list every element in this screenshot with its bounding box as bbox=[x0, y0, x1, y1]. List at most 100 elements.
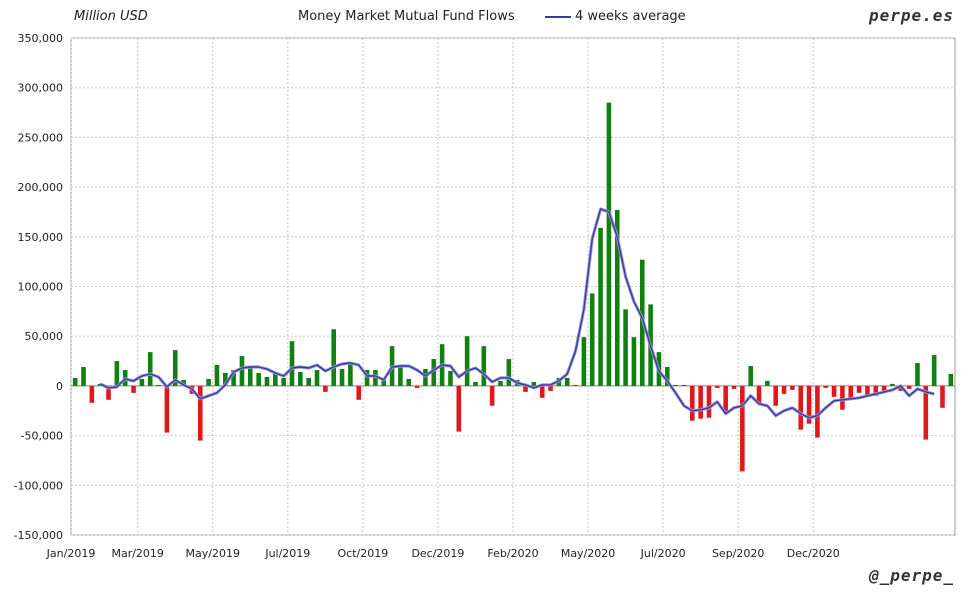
flow-bar bbox=[481, 346, 487, 386]
x-tick-label: Oct/2019 bbox=[338, 547, 389, 560]
flow-bar bbox=[815, 385, 820, 438]
flow-bar bbox=[464, 336, 470, 386]
flow-bar bbox=[881, 385, 887, 392]
flow-bar bbox=[72, 377, 78, 386]
flow-bar bbox=[256, 372, 261, 386]
flow-bar bbox=[314, 369, 320, 386]
flow-bar bbox=[589, 293, 595, 386]
flow-bar bbox=[414, 385, 420, 388]
flow-bar bbox=[631, 337, 637, 386]
flow-bar bbox=[181, 379, 186, 386]
x-tick-label: Dec/2019 bbox=[411, 547, 464, 560]
flow-bar bbox=[172, 350, 178, 386]
flow-bar bbox=[231, 369, 236, 386]
y-tick-label: -100,000 bbox=[14, 479, 63, 492]
flow-bar bbox=[623, 309, 628, 386]
flow-bar bbox=[431, 359, 437, 386]
flow-bar bbox=[548, 385, 553, 391]
flow-bar bbox=[856, 385, 862, 393]
flow-bar bbox=[106, 385, 111, 400]
flow-bar bbox=[506, 359, 512, 386]
y-tick-label: 250,000 bbox=[18, 131, 64, 144]
flow-bar bbox=[331, 329, 336, 386]
flow-bar bbox=[531, 381, 537, 386]
flow-bar bbox=[923, 385, 929, 440]
legend-label: 4 weeks average bbox=[575, 9, 686, 24]
flow-bar bbox=[489, 385, 495, 406]
flow-bar bbox=[197, 385, 203, 441]
flow-bar bbox=[356, 385, 362, 400]
flow-bar bbox=[756, 385, 762, 403]
x-tick-label: Sep/2020 bbox=[712, 547, 764, 560]
flow-bar bbox=[498, 380, 503, 386]
flow-bar bbox=[873, 385, 879, 396]
flow-bar bbox=[931, 355, 937, 386]
flow-bar bbox=[681, 384, 687, 386]
legend: 4 weeks average bbox=[545, 9, 686, 24]
flow-bar bbox=[164, 385, 170, 433]
flow-bar bbox=[214, 365, 220, 386]
flow-bar bbox=[906, 385, 912, 389]
x-tick-label: Jul/2019 bbox=[264, 547, 310, 560]
y-tick-label: 0 bbox=[56, 380, 63, 393]
flow-bar bbox=[606, 102, 612, 386]
flow-bar bbox=[773, 385, 778, 406]
flow-bar bbox=[264, 376, 270, 386]
flow-bar bbox=[573, 384, 578, 386]
flow-bar bbox=[673, 384, 678, 386]
flow-bar bbox=[790, 385, 795, 390]
y-tick-label: 200,000 bbox=[18, 181, 64, 194]
flow-bar bbox=[840, 385, 845, 410]
flow-bar bbox=[848, 385, 854, 400]
flow-bar bbox=[156, 384, 161, 386]
flow-bar bbox=[289, 341, 295, 386]
x-tick-label: Jul/2020 bbox=[640, 547, 686, 560]
x-tick-label: Mar/2019 bbox=[111, 547, 163, 560]
x-tick-label: May/2019 bbox=[186, 547, 240, 560]
flow-bar bbox=[381, 379, 387, 386]
flow-bar bbox=[614, 209, 620, 386]
y-tick-label: 350,000 bbox=[18, 32, 64, 45]
flow-bar bbox=[823, 385, 829, 388]
flow-bar bbox=[690, 385, 695, 421]
y-tick-label: 300,000 bbox=[18, 82, 64, 95]
flow-bar bbox=[706, 385, 712, 418]
average-line bbox=[99, 208, 935, 419]
y-tick-label: 150,000 bbox=[18, 231, 64, 244]
flow-bar bbox=[323, 385, 328, 392]
x-tick-label: Dec/2020 bbox=[787, 547, 840, 560]
flow-bar bbox=[248, 368, 253, 386]
chart-title: Money Market Mutual Fund Flows bbox=[298, 9, 515, 24]
flow-bar bbox=[281, 377, 286, 386]
flow-bar bbox=[564, 377, 570, 386]
legend-line-swatch bbox=[545, 15, 571, 18]
average-line-series bbox=[99, 207, 935, 420]
flow-bar bbox=[664, 367, 670, 386]
x-tick-label: Feb/2020 bbox=[487, 547, 538, 560]
flow-bar bbox=[731, 385, 737, 389]
flow-bar bbox=[806, 385, 812, 424]
axes: 350,000 300,000 250,000 200,000 150,000 100,0… bbox=[14, 32, 840, 560]
flow-bar bbox=[865, 385, 870, 395]
flow-bar bbox=[373, 369, 378, 386]
flow-bar bbox=[539, 385, 545, 398]
flow-bar bbox=[598, 227, 603, 386]
flow-bar bbox=[831, 385, 837, 397]
flow-bar bbox=[89, 385, 95, 403]
flow-bar bbox=[740, 385, 745, 472]
flow-bar bbox=[406, 378, 412, 386]
flow-bar bbox=[715, 385, 720, 388]
flow-bar bbox=[298, 371, 303, 386]
flow-bar bbox=[339, 369, 345, 386]
flow-bar bbox=[581, 337, 587, 386]
flow-bar bbox=[131, 385, 136, 393]
flow-bar bbox=[398, 366, 403, 386]
flow-bar bbox=[81, 367, 86, 386]
flow-bar bbox=[915, 363, 920, 386]
flow-bar bbox=[948, 373, 954, 386]
y-tick-label: 100,000 bbox=[18, 281, 64, 294]
flow-bar bbox=[239, 356, 245, 386]
flow-bar bbox=[448, 370, 453, 386]
